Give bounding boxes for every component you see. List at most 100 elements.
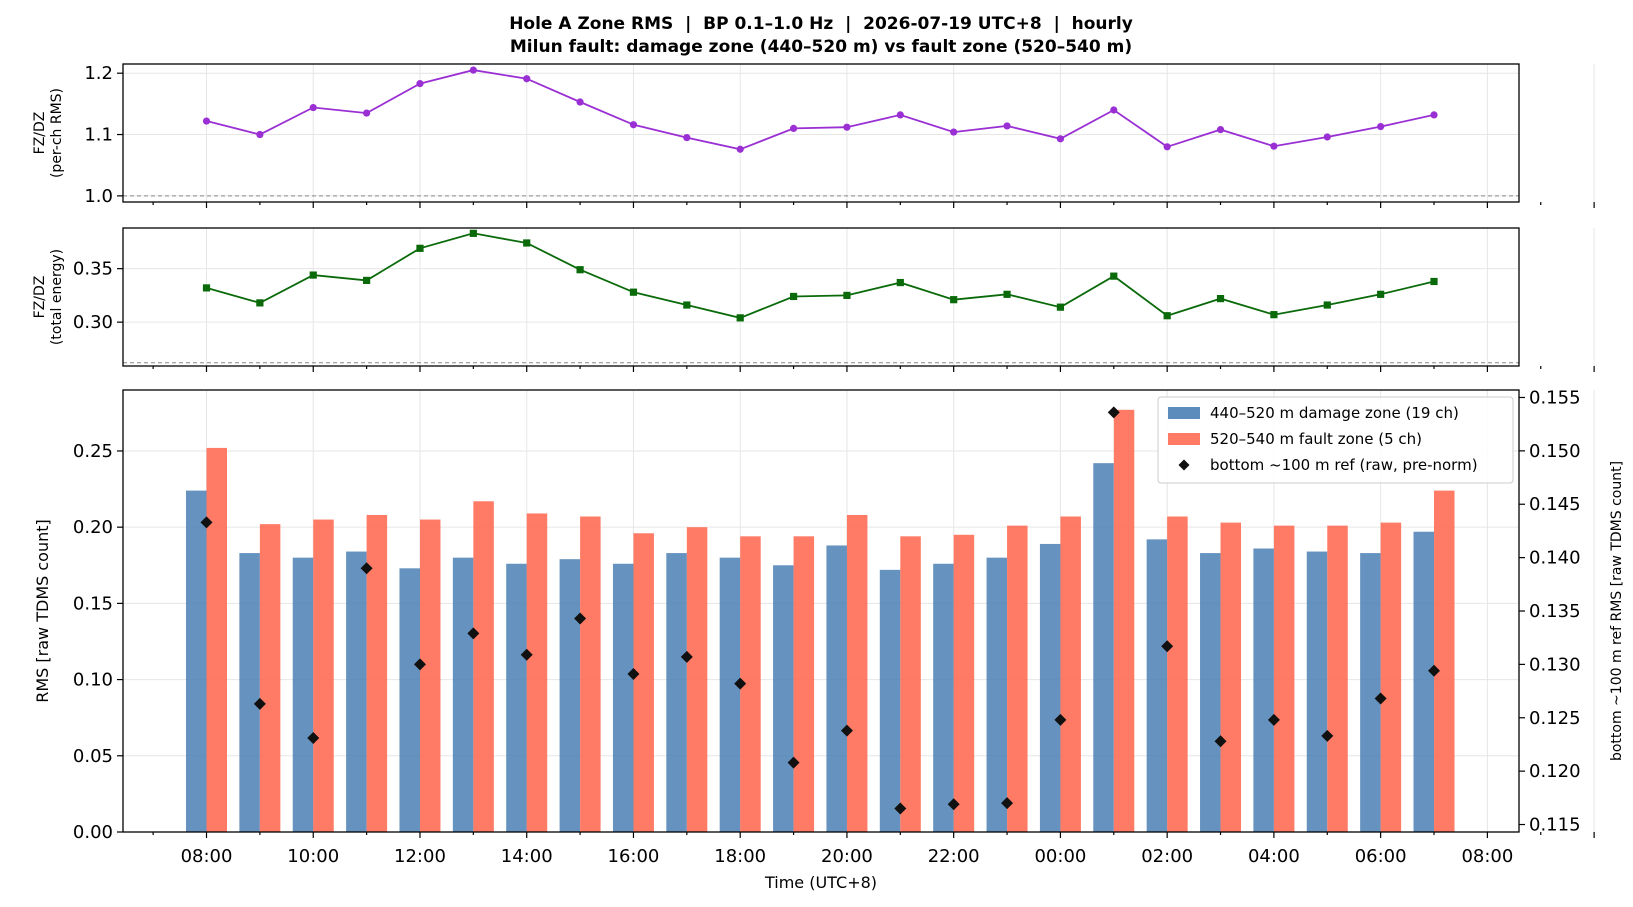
reference-marker bbox=[1214, 735, 1227, 748]
x-tick-label: 18:00 bbox=[714, 846, 766, 867]
fault-zone-bar bbox=[1220, 522, 1242, 832]
reference-marker bbox=[947, 798, 960, 811]
y-right-tick-label: 0.135 bbox=[1529, 601, 1581, 622]
ratio-energy-point bbox=[1216, 295, 1225, 303]
damage-zone-bar bbox=[1039, 543, 1061, 832]
x-tick-label: 02:00 bbox=[1141, 846, 1193, 867]
reference-marker bbox=[467, 627, 480, 640]
damage-zone-bar bbox=[1360, 553, 1381, 832]
damage-zone-bar bbox=[1093, 463, 1114, 832]
ratio-energy-point bbox=[416, 244, 424, 252]
fault-zone-bar bbox=[580, 516, 601, 832]
ratio-rms-point bbox=[1323, 133, 1331, 141]
reference-marker bbox=[894, 802, 907, 815]
ratio-rms-panel: 1.0 1.1 1.2 FZ/DZ(per-ch RMS) bbox=[32, 63, 1595, 208]
ratio-rms-point bbox=[576, 98, 584, 106]
legend-box bbox=[1157, 396, 1514, 484]
damage-zone-bar bbox=[186, 490, 207, 832]
damage-zone-bar bbox=[719, 557, 741, 832]
damage-zone-bar bbox=[452, 557, 474, 832]
y-tick-label: 0.05 bbox=[73, 746, 113, 767]
ratio-rms-point bbox=[1163, 143, 1171, 151]
reference-marker bbox=[253, 697, 266, 710]
damage-zone-bar bbox=[773, 565, 794, 832]
y-axis-label-line2: (per-ch RMS) bbox=[49, 88, 65, 178]
reference-marker bbox=[1107, 406, 1120, 419]
damage-zone-bar bbox=[1413, 531, 1435, 832]
fault-zone-bar bbox=[793, 536, 815, 832]
x-tick-label: 12:00 bbox=[394, 846, 446, 867]
ratio-energy-point bbox=[1110, 272, 1118, 280]
ratio-rms-point bbox=[789, 124, 798, 132]
y-right-tick-label: 0.125 bbox=[1529, 708, 1581, 729]
reference-marker bbox=[1267, 713, 1280, 726]
chart-title-line1: Hole A Zone RMS | BP 0.1–1.0 Hz | 2026-0… bbox=[509, 14, 1133, 34]
reference-marker bbox=[520, 648, 533, 661]
y-tick-label: 0.25 bbox=[73, 441, 113, 462]
reference-marker bbox=[1054, 713, 1067, 726]
ratio-energy-point bbox=[309, 271, 317, 279]
x-tick-label: 06:00 bbox=[1355, 846, 1407, 867]
fault-zone-bar bbox=[206, 447, 227, 832]
y-axis-label-left: RMS [raw TDMS count] bbox=[33, 519, 52, 702]
fault-zone-bar bbox=[900, 536, 921, 832]
legend-reference-swatch bbox=[1178, 459, 1190, 471]
ratio-rms-point bbox=[256, 130, 264, 139]
damage-zone-bar bbox=[559, 559, 581, 832]
legend-reference-label: bottom ~100 m ref (raw, pre-norm) bbox=[1210, 456, 1478, 474]
damage-zone-bar bbox=[1200, 553, 1221, 832]
ratio-energy-point bbox=[202, 284, 211, 292]
y-right-tick-label: 0.120 bbox=[1529, 761, 1581, 782]
ratio-energy-point bbox=[683, 301, 691, 309]
x-tick-label: 08:00 bbox=[181, 846, 233, 867]
damage-zone-bar bbox=[506, 563, 527, 832]
fault-zone-bar bbox=[846, 514, 868, 832]
y-right-tick-label: 0.115 bbox=[1529, 815, 1581, 836]
y-tick-label: 0.00 bbox=[73, 822, 113, 843]
fault-zone-bar bbox=[1380, 522, 1402, 832]
legend-damage-zone-swatch bbox=[1168, 407, 1200, 419]
y-right-tick-label: 0.150 bbox=[1529, 441, 1581, 462]
ratio-energy-point bbox=[469, 229, 477, 237]
ratio-rms-point bbox=[1430, 111, 1438, 119]
reference-marker bbox=[840, 724, 853, 737]
damage-zone-bar bbox=[1306, 551, 1328, 832]
y-axis-label-right: bottom ~100 m ref RMS [raw TDMS count] bbox=[1609, 461, 1625, 761]
y-tick-label: 1.1 bbox=[84, 125, 113, 146]
ratio-energy-point bbox=[1163, 312, 1171, 320]
legend-damage-zone-label: 440–520 m damage zone (19 ch) bbox=[1210, 404, 1459, 422]
ratio-rms-point bbox=[1216, 126, 1225, 134]
y-tick-label: 0.30 bbox=[73, 312, 113, 333]
x-tick-label: 16:00 bbox=[608, 846, 660, 867]
damage-zone-bar bbox=[399, 568, 420, 832]
y-axis-label-line1: FZ/DZ bbox=[32, 276, 48, 319]
fault-zone-bar bbox=[473, 501, 494, 832]
y-axis-label-line1: FZ/DZ bbox=[32, 112, 48, 155]
ratio-rms-point bbox=[1056, 135, 1065, 143]
y-tick-label: 0.10 bbox=[73, 670, 113, 691]
fault-zone-bar bbox=[686, 527, 708, 832]
reference-marker bbox=[307, 732, 320, 745]
reference-marker bbox=[1428, 664, 1441, 677]
y-tick-label: 0.20 bbox=[73, 517, 113, 538]
ratio-rms-point bbox=[523, 75, 531, 83]
y-axis-label-mid: FZ/DZ(total energy) bbox=[32, 249, 65, 345]
ratio-rms-point bbox=[736, 145, 744, 153]
damage-zone-bar bbox=[986, 557, 1008, 832]
damage-zone-bar bbox=[933, 563, 954, 832]
ratio-rms-line bbox=[206, 69, 1435, 151]
reference-marker bbox=[574, 612, 587, 625]
x-tick-label: 14:00 bbox=[501, 846, 553, 867]
damage-zone-bar bbox=[666, 553, 687, 832]
damage-zone-bar bbox=[612, 563, 634, 832]
damage-zone-bar bbox=[1253, 548, 1274, 832]
y-right-tick-label: 0.155 bbox=[1529, 387, 1581, 408]
fault-zone-bar bbox=[1113, 409, 1135, 832]
ratio-energy-panel: 0.30 0.35 FZ/DZ(total energy) bbox=[32, 227, 1595, 372]
ratio-rms-point bbox=[1003, 122, 1011, 130]
legend-fault-zone-swatch bbox=[1168, 433, 1200, 445]
fault-zone-bar bbox=[633, 533, 654, 832]
ratio-rms-point bbox=[950, 128, 958, 136]
ratio-energy-point bbox=[1430, 277, 1438, 286]
